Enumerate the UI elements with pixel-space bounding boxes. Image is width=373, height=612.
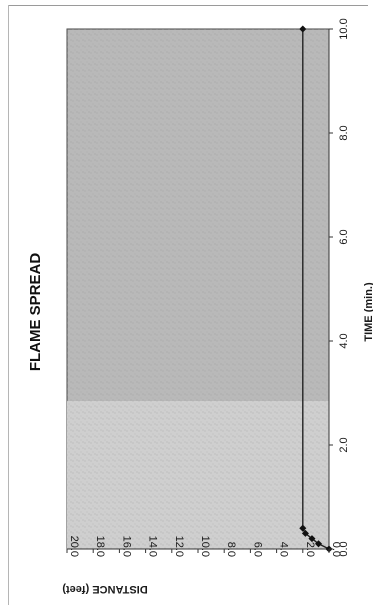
y-tick-label: 10.0 bbox=[199, 536, 211, 557]
x-tick-label: 0.0 bbox=[338, 541, 350, 556]
data-point-marker bbox=[299, 524, 307, 532]
x-axis-label: TIME (min.) bbox=[363, 282, 373, 342]
data-point-marker bbox=[314, 540, 323, 548]
x-tick-label: 4.0 bbox=[338, 333, 350, 348]
chart-title: FLAME SPREAD bbox=[27, 253, 44, 372]
x-tick-label: 2.0 bbox=[338, 437, 350, 452]
y-tick-label: 2.0 bbox=[304, 542, 316, 557]
data-point-marker bbox=[299, 25, 307, 33]
plot-area-texture bbox=[67, 29, 329, 549]
y-axis-ticks: 20.0 18.0 16.0 14.0 12.0 10.0 8.0 6.0 4.0 2.0 0.0 bbox=[66, 536, 342, 557]
y-tick-label: 8.0 bbox=[225, 542, 237, 557]
page-border-top bbox=[8, 5, 368, 6]
x-axis-ticks: 0.0 2.0 4.0 6.0 8.0 10.0 bbox=[329, 18, 350, 557]
y-tick-label: 14.0 bbox=[147, 536, 159, 557]
y-tick-label: 4.0 bbox=[278, 542, 290, 557]
y-tick-label: 16.0 bbox=[120, 536, 132, 557]
y-tick-label: 18.0 bbox=[94, 536, 106, 557]
y-tick-label: 20.0 bbox=[68, 536, 80, 557]
y-tick-label: 6.0 bbox=[251, 542, 263, 557]
y-tick-label: 12.0 bbox=[173, 536, 185, 557]
x-tick-label: 6.0 bbox=[338, 229, 350, 244]
x-tick-label: 10.0 bbox=[338, 18, 350, 39]
y-tick-label: 0.0 bbox=[330, 542, 342, 557]
x-tick-label: 8.0 bbox=[338, 125, 350, 140]
y-axis-label: DISTANCE (feet) bbox=[62, 583, 148, 595]
page-border-left bbox=[8, 5, 9, 605]
